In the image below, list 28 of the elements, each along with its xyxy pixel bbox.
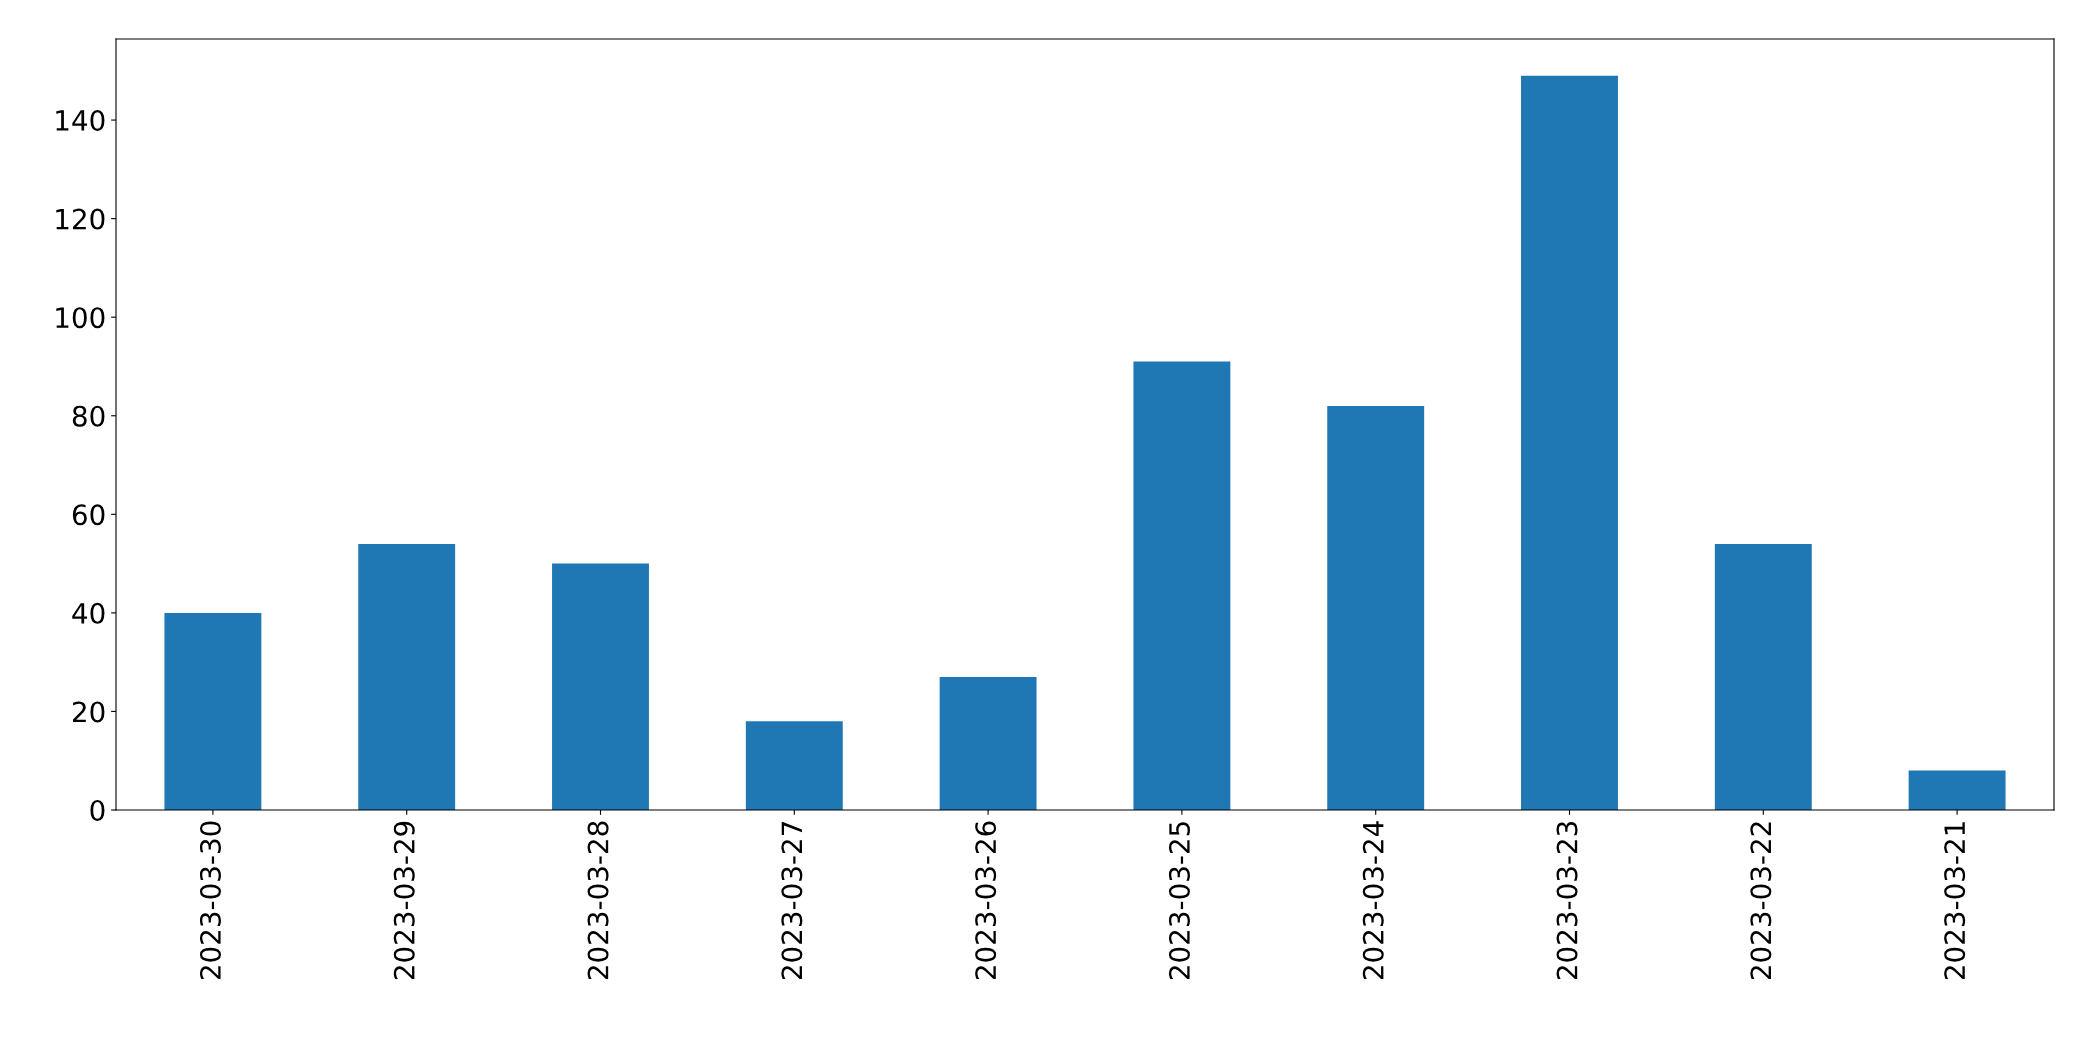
x-tick-label: 2023-03-28 [587,821,609,980]
x-tick-label: 2023-03-22 [1750,822,1772,980]
x-tick-label: 2023-03-26 [975,821,997,980]
y-tick-label: 20 [72,701,105,723]
x-tick-label: 2023-03-25 [1168,822,1190,980]
x-tick-label: 2023-03-23 [1556,821,1578,980]
bar [1714,543,1812,810]
x-tick-label: 2023-03-21 [1944,822,1966,980]
y-tick-label: 40 [72,602,105,624]
y-tick-label: 80 [72,405,105,427]
x-tick-label: 2023-03-24 [1362,821,1384,980]
bar [745,721,843,810]
y-tick-label: 0 [90,799,105,821]
y-tick-label: 100 [56,307,105,329]
x-tick-label: 2023-03-30 [199,821,221,980]
x-tick-label: 2023-03-27 [781,822,803,980]
bar [1521,75,1618,810]
x-tick-label: 2023-03-29 [393,821,415,980]
bar [164,612,262,810]
bar [552,563,649,810]
bar [1908,770,2006,810]
bar [1133,361,1231,810]
bar [358,543,456,810]
y-tick-label: 140 [56,110,105,132]
bar [939,676,1037,810]
bar [1327,405,1425,810]
y-tick-label: 120 [56,208,105,230]
y-tick-label: 60 [72,504,105,526]
